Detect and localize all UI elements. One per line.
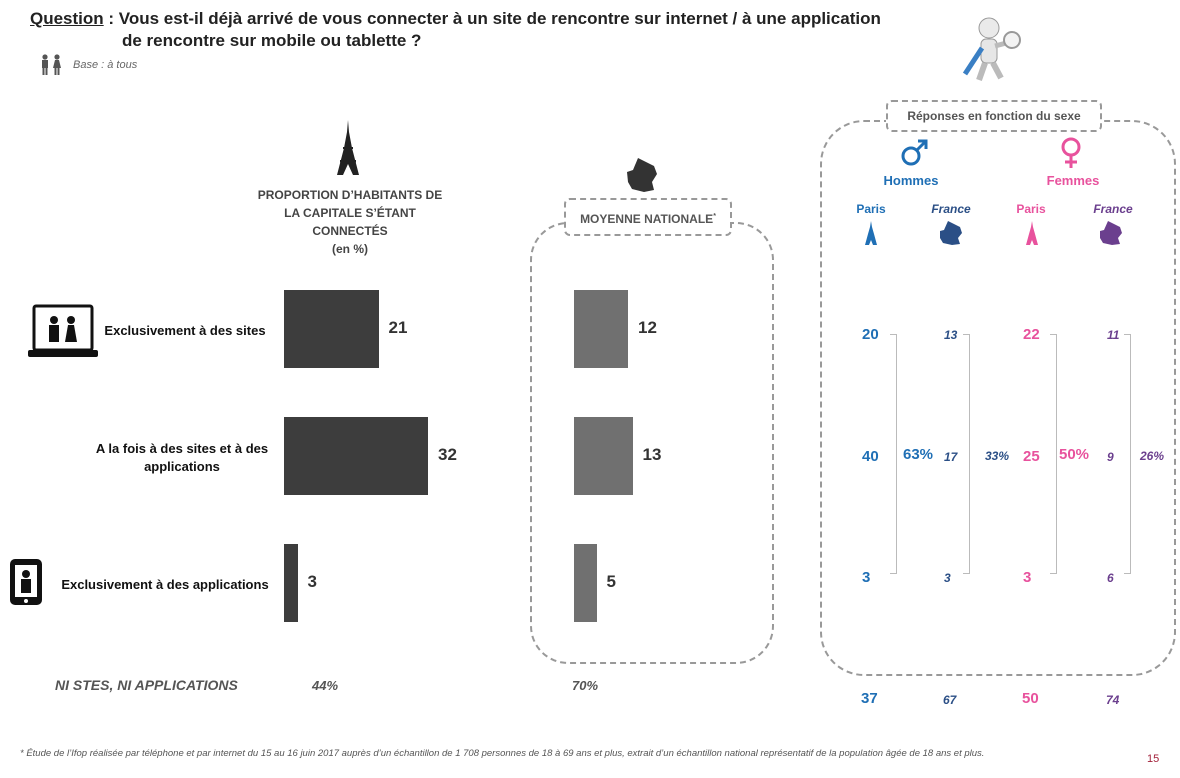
bar-label-national-3: 5 [606,572,616,591]
row-label-both: A la fois à des sites et à des applicati… [95,441,269,474]
left-header-line-2: LA CAPITALE S’ÉTANT [284,206,416,220]
national-box [530,222,774,664]
male-symbol-icon [901,139,928,166]
bar-national-1 [574,290,628,368]
gender-value-femmes-paris-2: 25 [1023,448,1040,465]
hommes-france-total: 33% [985,449,1010,463]
ni-label: NI STES, NI APPLICATIONS [55,677,238,693]
bar-national-2 [574,417,633,495]
gender-value-femmes-france-3: 6 [1107,571,1114,585]
ni-national: 70% [572,678,599,693]
row-label-apps: Exclusivement à des applications [61,577,269,592]
femmes-paris-label: Paris [1016,202,1046,216]
gender-value-hommes-paris-1: 20 [862,326,879,343]
footnote: * Étude de l’Ifop réalisée par téléphone… [20,748,985,759]
female-symbol-icon [1061,137,1081,168]
national-label-text: MOYENNE NATIONALE [580,212,714,226]
femmes-paris-total: 50% [1059,446,1090,463]
question-line-2: de rencontre sur mobile ou tablette ? [122,31,422,50]
national-label: MOYENNE NATIONALE* [564,198,732,236]
ni-femmes-france: 74 [1106,693,1120,707]
ni-hommes-france: 67 [943,693,957,707]
left-header-line-4: (en %) [332,242,368,256]
ni-hommes-paris: 37 [861,690,878,707]
bar-label-paris-1: 21 [388,318,408,337]
france-blue-icon [940,221,962,245]
gender-value-hommes-france-3: 3 [944,571,951,585]
hommes-france-label: France [931,202,971,216]
left-header-line-1: PROPORTION D’HABITANTS DE [257,188,443,202]
magnifier-figure-icon [962,17,1021,81]
femmes-france-label: France [1093,202,1133,216]
bar-paris-2 [284,417,428,495]
bar-label-paris-2: 32 [438,445,457,464]
question-lead: Question [30,9,104,28]
page-number: 15 [1147,753,1160,765]
bar-label-national-1: 12 [638,318,657,337]
laptop-couple-icon [28,304,98,357]
row-label-sites: Exclusivement à des sites [104,323,266,338]
bar-label-national-2: 13 [642,445,662,464]
ni-paris: 44% [312,678,339,693]
gender-value-femmes-france-2: 9 [1107,450,1114,464]
people-icon [42,54,61,75]
gender-box-label: Réponses en fonction du sexe [886,100,1102,132]
smartphone-icon [10,559,42,605]
bar-label-paris-3: 3 [307,572,317,591]
hommes-label: Hommes [883,173,939,188]
gender-value-femmes-paris-3: 3 [1023,569,1032,586]
hommes-france-bracket [963,334,970,574]
femmes-label: Femmes [1046,173,1100,188]
eiffel-tower-blue-icon [865,221,877,245]
bar-paris-1 [284,290,379,368]
hommes-paris-label: Paris [856,202,886,216]
gender-value-hommes-france-2: 17 [944,450,958,464]
france-purple-icon [1100,221,1122,245]
left-header-line-3: CONNECTÉS [312,224,388,238]
eiffel-tower-pink-icon [1026,221,1038,245]
femmes-france-total: 26% [1140,449,1165,463]
question-text-1: : Vous est-il déjà arrivé de vous connec… [103,9,881,28]
hommes-paris-bracket [890,334,897,574]
base-note: Base : à tous [73,59,138,71]
national-asterisk: * [713,213,716,220]
gender-value-femmes-france-1: 11 [1107,328,1120,342]
gender-value-hommes-france-1: 13 [944,328,958,342]
gender-value-hommes-paris-3: 3 [862,569,871,586]
eiffel-tower-icon [337,120,359,175]
question-line-1: Question : Vous est-il déjà arrivé de vo… [30,6,881,31]
france-map-icon [627,158,657,192]
ni-femmes-paris: 50 [1022,690,1039,707]
bar-paris-3 [284,544,298,622]
femmes-paris-bracket [1050,334,1057,574]
femmes-france-bracket [1124,334,1131,574]
gender-value-hommes-paris-2: 40 [862,448,879,465]
hommes-paris-total: 63% [903,446,934,463]
bar-national-3 [574,544,597,622]
gender-value-femmes-paris-1: 22 [1023,326,1040,343]
